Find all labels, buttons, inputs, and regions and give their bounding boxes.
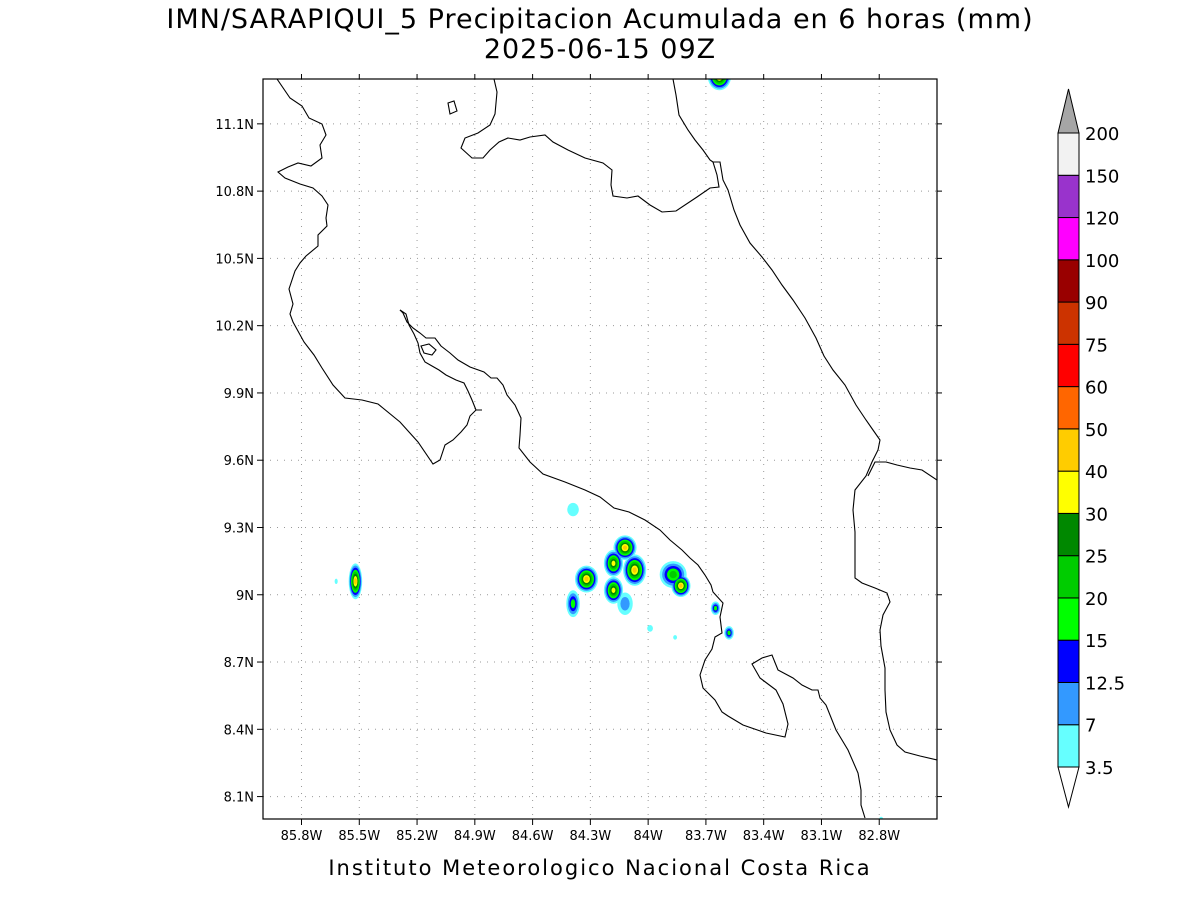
colorbar-label: 120 xyxy=(1085,209,1119,230)
colorbar-arrow-top xyxy=(1057,88,1080,134)
colorbar-label: 7 xyxy=(1085,716,1096,737)
precip-contour xyxy=(567,502,579,517)
precip-contour xyxy=(622,545,628,550)
precip-contour xyxy=(647,625,653,632)
colorbar-legend: 3.5 7 12.5 15 20 25 30 40 50 60 75 90 100 120 150 200 xyxy=(1057,88,1125,809)
x-tick-label: 84.9W xyxy=(454,829,496,844)
y-tick-label: 9.9N xyxy=(224,387,254,402)
colorbar-swatch xyxy=(1057,555,1080,599)
x-tick-label: 85.2W xyxy=(396,829,438,844)
colorbar-swatch xyxy=(1057,597,1080,641)
colorbar-swatch xyxy=(1057,681,1080,726)
colorbar-label: 200 xyxy=(1085,124,1119,145)
x-tick-label: 85.8W xyxy=(281,829,323,844)
colorbar-swatch xyxy=(1057,386,1080,430)
y-tick-label: 8.4N xyxy=(224,723,254,738)
precipitation-contours xyxy=(334,79,884,819)
colorbar-label: 12.5 xyxy=(1085,673,1125,694)
y-tick-label: 11.1N xyxy=(215,118,254,133)
y-tick-label: 9.6N xyxy=(224,454,254,469)
precip-contour xyxy=(584,576,589,582)
y-tick-label: 8.7N xyxy=(224,656,254,671)
coastline-panama xyxy=(867,461,937,481)
grid-lines xyxy=(263,79,937,819)
colorbar-swatch xyxy=(1057,259,1080,303)
colorbar-label: 15 xyxy=(1085,631,1108,652)
precip-contour xyxy=(620,597,630,611)
y-tick-label: 9.3N xyxy=(224,521,254,536)
precip-contour xyxy=(669,570,677,579)
colorbar-label: 20 xyxy=(1085,589,1108,610)
colorbar-label: 50 xyxy=(1085,420,1108,441)
latitude-axis: 11.1N 10.8N 10.5N 10.2N 9.9N 9.6N 9.3N 9N 8.7N 8.… xyxy=(215,118,942,806)
coastline-gulf-nicoya xyxy=(399,309,477,411)
precip-contour xyxy=(334,578,338,584)
precip-contour xyxy=(673,635,678,640)
x-tick-label: 83.1W xyxy=(801,829,843,844)
colorbar-label: 3.5 xyxy=(1085,758,1114,779)
y-tick-label: 9N xyxy=(236,589,254,604)
colorbar-swatch xyxy=(1057,132,1080,176)
colorbar-label: 100 xyxy=(1085,251,1119,272)
y-tick-label: 10.2N xyxy=(215,320,254,335)
precip-contour xyxy=(632,567,637,573)
precip-contour xyxy=(611,587,616,593)
island-gulf xyxy=(420,343,437,356)
colorbar-label: 40 xyxy=(1085,462,1108,483)
colorbar-swatch xyxy=(1057,639,1080,683)
coastline-gulf-east xyxy=(399,309,866,819)
coastline xyxy=(276,79,937,819)
colorbar-label: 25 xyxy=(1085,547,1108,568)
y-tick-label: 8.1N xyxy=(224,791,254,806)
precip-contour xyxy=(679,583,683,588)
map-title: IMN/SARAPIQUI_5 Precipitacion Acumulada … xyxy=(166,4,1034,35)
map-datetime: 2025-06-15 09Z xyxy=(483,34,717,65)
colorbar-swatch xyxy=(1057,343,1080,388)
precip-contour xyxy=(713,605,718,611)
island-north xyxy=(447,100,458,115)
x-tick-label: 85.5W xyxy=(338,829,380,844)
colorbar-label: 75 xyxy=(1085,335,1108,356)
colorbar-swatch xyxy=(1057,512,1080,557)
precip-contour xyxy=(727,630,731,636)
colorbar-swatch xyxy=(1057,724,1080,768)
precip-contour xyxy=(353,578,357,585)
colorbar-label: 90 xyxy=(1085,293,1108,314)
y-tick-label: 10.8N xyxy=(215,185,254,200)
colorbar-swatch xyxy=(1057,428,1080,472)
x-tick-label: 82.8W xyxy=(858,829,900,844)
longitude-axis: 85.8W 85.5W 85.2W 84.9W 84.6W 84.3W 84W 83.7W 83… xyxy=(281,74,900,844)
coastline-north-east xyxy=(672,79,714,163)
coastline-caribbean xyxy=(460,79,937,761)
colorbar-swatch xyxy=(1057,301,1080,345)
x-tick-label: 83.7W xyxy=(685,829,727,844)
coastline-northwest xyxy=(276,79,482,465)
x-tick-label: 84W xyxy=(633,829,663,844)
colorbar-swatch xyxy=(1057,217,1080,261)
colorbar-swatch xyxy=(1057,470,1080,514)
colorbar-arrow-bottom xyxy=(1057,766,1080,809)
colorbar-label: 60 xyxy=(1085,378,1108,399)
precip-contour xyxy=(570,599,576,609)
x-tick-label: 84.6W xyxy=(512,829,554,844)
y-tick-label: 10.5N xyxy=(215,252,254,267)
colorbar-label: 30 xyxy=(1085,504,1108,525)
x-tick-label: 84.3W xyxy=(569,829,611,844)
x-tick-label: 83.4W xyxy=(743,829,785,844)
colorbar-swatch xyxy=(1057,174,1080,219)
institution-footer: Instituto Meteorologico Nacional Costa R… xyxy=(328,856,872,880)
map-frame xyxy=(262,78,938,820)
colorbar-label: 150 xyxy=(1085,166,1119,187)
precip-contour xyxy=(611,560,616,567)
